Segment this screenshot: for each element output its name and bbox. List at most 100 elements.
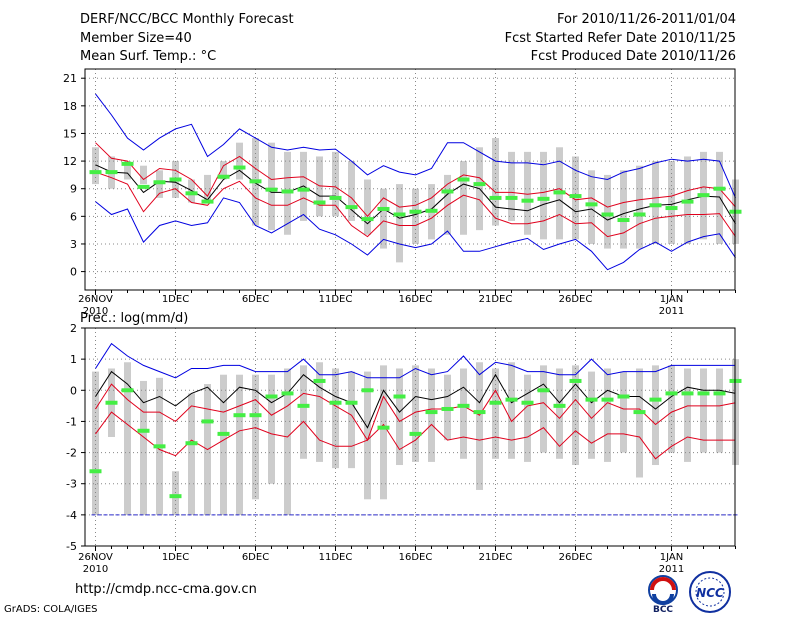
temp-observed-marker [313,200,326,205]
temp-ensemble-box [236,142,243,180]
temp-observed-marker [297,187,310,192]
grads-credit: GrADS: COLA/IGES [4,604,98,615]
temp-ensemble-box [380,188,387,249]
prec-observed-marker [681,391,694,396]
temp-observed-marker [713,186,726,191]
prec-ensemble-box [684,368,691,462]
temp-ensemble-box [620,170,627,249]
temp-observed-marker [409,209,422,214]
footer-url[interactable]: http://cmdp.ncc-cma.gov.cn [75,582,257,597]
prec-ensemble-box [188,393,195,515]
prec-observed-marker [89,469,102,474]
temp-observed-marker [537,196,550,201]
temp-observed-marker [377,206,390,211]
temp-ensemble-box [220,161,227,180]
temp-observed-marker [233,165,246,170]
temp-observed-marker [633,212,646,217]
temp-observed-marker [169,177,182,182]
prec-y-tick-label: 0 [70,384,77,397]
temp-ensemble-box [332,151,339,217]
prec-ensemble-box [636,368,643,478]
temp-observed-marker [665,206,678,211]
temp-ensemble-box [412,188,419,244]
prec-ensemble-box [396,368,403,466]
temp-observed-marker [649,203,662,208]
prec-ensemble-box [716,368,723,453]
temp-ensemble-box [540,151,547,240]
prec-observed-marker [121,388,134,393]
prec-y-tick-label: -2 [66,447,77,460]
prec-ensemble-box [620,371,627,453]
prec-observed-marker [649,397,662,402]
temp-y-tick-label: 0 [70,266,77,279]
temp-observed-marker [265,187,278,192]
temp-observed-marker [217,174,230,179]
temp-x-tick-label: 16DEC [399,294,433,305]
temp-y-tick-label: 12 [63,155,77,168]
prec-observed-marker [249,413,262,418]
temp-observed-marker [121,161,134,166]
prec-y-tick-label: -1 [66,415,77,428]
prec-observed-marker [457,403,470,408]
temp-ensemble-box [268,142,275,231]
prec-ensemble-box [92,371,99,515]
prec-ensemble-box [604,368,611,462]
prec-observed-marker [105,400,118,405]
prec-ensemble-box [524,374,531,462]
temp-observed-marker [473,182,486,187]
prec-ensemble-box [140,380,147,515]
temp-ensemble-box [204,174,211,203]
temp-observed-marker [441,189,454,194]
temp-x-tick-sublabel: 2010 [83,306,108,317]
chart-title: DERF/NCC/BCC Monthly Forecast [80,12,294,27]
prec-observed-marker [313,378,326,383]
prec-observed-marker [137,428,150,433]
prec-observed-marker [153,444,166,449]
temp-observed-marker [345,205,358,210]
temp-outer-high-line [95,93,736,199]
prec-ensemble-box [332,368,339,469]
temp-observed-marker [457,177,470,182]
prec-observed-marker [617,394,630,399]
prec-ensemble-box [556,368,563,459]
temp-ensemble-box [588,170,595,244]
prec-ensemble-box [476,362,483,490]
prec-observed-marker [537,388,550,393]
prec-x-tick-label: 11DEC [319,552,353,563]
prec-observed-marker [345,400,358,405]
prec-title: Prec.: log(mm/d) [80,311,188,326]
prec-observed-marker [697,391,710,396]
prec-observed-marker [521,400,534,405]
temp-observed-marker [505,195,518,200]
temp-y-tick-label: 15 [63,127,77,140]
produced-date: Fcst Produced Date 2010/11/26 [530,49,736,64]
temp-observed-marker [105,170,118,175]
prec-y-tick-label: 2 [70,322,77,335]
temp-observed-marker [521,198,534,203]
prec-observed-marker [233,413,246,418]
prec-ensemble-box [268,374,275,484]
prec-outer-high-line [95,342,736,379]
temp-ensemble-box [668,161,675,244]
temp-ensemble-box [636,165,643,249]
temp-x-tick-label: 6DEC [242,294,269,305]
temp-x-tick-label: 26NOV [78,294,113,305]
ncc-logo: NCC [689,571,731,613]
forecast-period: For 2010/11/26-2011/01/04 [557,12,736,27]
temp-observed-marker [153,180,166,185]
prec-x-tick-label: 26DEC [559,552,593,563]
temp-observed-marker [89,170,102,175]
temp-ensemble-box [348,161,355,221]
prec-observed-marker [393,394,406,399]
bcc-logo-text: BCC [653,605,673,615]
prec-x-tick-label: 26NOV [78,552,113,563]
temp-observed-marker [553,190,566,195]
prec-inner-high-line [95,383,736,442]
temp-observed-marker [361,217,374,222]
temp-ensemble-box [652,161,659,244]
prec-ensemble-box [492,368,499,459]
temp-inner-low-line [95,171,736,238]
prec-ensemble-box [700,368,707,453]
temp-y-tick-label: 21 [63,72,77,85]
temp-x-tick-sublabel: 2011 [659,306,684,317]
